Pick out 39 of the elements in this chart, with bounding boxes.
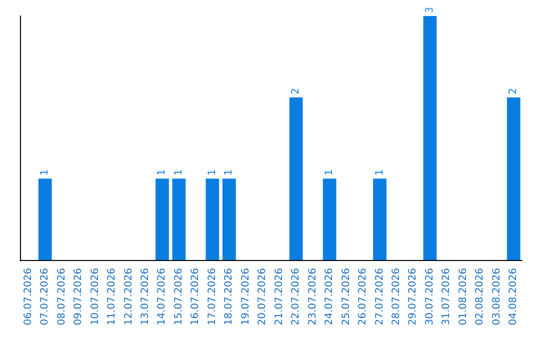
x-tick-label: 22.07.2026 [290, 268, 302, 326]
x-tick-label: 20.07.2026 [257, 268, 268, 326]
x-tick-label: 21.07.2026 [274, 268, 285, 326]
data-label: 2 [290, 88, 302, 94]
x-tick-label: 17.07.2026 [206, 268, 218, 326]
data-label: 1 [156, 169, 168, 176]
x-tick-label: 24.07.2026 [324, 268, 336, 326]
x-tick-label: 10.07.2026 [90, 268, 101, 326]
x-tick-label: 23.07.2026 [307, 268, 318, 326]
x-tick-label: 06.07.2026 [22, 268, 34, 326]
data-label: 2 [508, 88, 520, 94]
x-tick-label: 08.07.2026 [56, 268, 68, 326]
x-tick-label: 27.07.2026 [374, 268, 386, 326]
x-tick-label: 11.07.2026 [106, 268, 118, 326]
data-label: 1 [324, 169, 336, 176]
x-tick-label: 26.07.2026 [358, 268, 369, 326]
data-label: 1 [173, 169, 184, 176]
x-tick-label: 15.07.2026 [173, 268, 184, 326]
data-label: 1 [40, 169, 51, 176]
x-tick-label: 28.07.2026 [391, 268, 402, 326]
x-tick-label: 25.07.2026 [340, 268, 352, 326]
x-tick-label: 30.07.2026 [424, 268, 436, 326]
data-label: 1 [206, 169, 218, 176]
x-tick-label: 12.07.2026 [123, 268, 134, 326]
x-tick-label: 31.07.2026 [441, 268, 452, 326]
x-tick-label: 18.07.2026 [224, 268, 235, 326]
x-tick-label: 01.08.2026 [458, 268, 469, 326]
x-tick-label: 19.07.2026 [240, 268, 252, 326]
x-tick-label: 04.08.2026 [508, 268, 520, 326]
x-tick-label: 02.08.2026 [474, 268, 486, 326]
x-tick-label: 07.07.2026 [40, 268, 51, 326]
x-tick-label: 09.07.2026 [73, 268, 84, 326]
data-label: 1 [224, 169, 235, 176]
x-tick-label: 29.07.2026 [408, 268, 419, 326]
x-tick-label: 14.07.2026 [156, 268, 168, 326]
x-tick-label: 16.07.2026 [190, 268, 202, 326]
x-tick-label: 03.08.2026 [491, 268, 502, 326]
data-label: 1 [374, 169, 386, 176]
x-tick-label: 13.07.2026 [140, 268, 151, 326]
